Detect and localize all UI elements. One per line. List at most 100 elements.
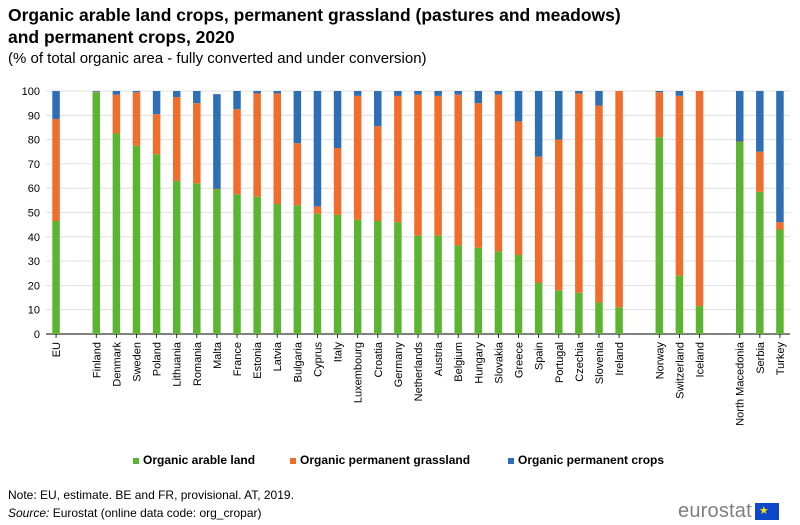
logo-text: eurostat [678, 500, 752, 522]
bar-segment [273, 93, 281, 204]
x-tick-label: Portugal [554, 342, 566, 383]
bar-segment [193, 183, 201, 334]
bar-segment [595, 105, 603, 303]
bar-segment [675, 95, 684, 276]
bar-segment [474, 247, 483, 334]
bar-segment [675, 91, 684, 96]
bar-segment [193, 91, 201, 104]
bar-segment [514, 91, 523, 122]
y-tick-label: 80 [28, 135, 40, 147]
x-tick-label: Germany [393, 342, 405, 388]
x-tick-label: Sweden [131, 342, 143, 382]
bar-segment [756, 191, 764, 334]
bar-segment [112, 94, 121, 134]
stacked-bar-chart: 0 10 20 30 40 50 60 70 80 90 100 EU Finland Denmark Sw… [22, 86, 790, 467]
bar-segment [132, 92, 141, 146]
bar-segment [172, 91, 181, 98]
bar-segment [414, 94, 422, 236]
bar-segment [534, 282, 543, 334]
eu-stars: ★ [758, 505, 769, 517]
x-tick-label: North Macedonia [735, 341, 747, 426]
legend-label: Organic permanent crops [518, 453, 664, 467]
bar-segment [253, 93, 261, 197]
bar-segment [52, 118, 60, 222]
bar-segment [434, 235, 442, 334]
bar-segment [293, 91, 302, 144]
legend-label: Organic permanent grassland [300, 453, 470, 467]
x-tick-label: Spain [534, 342, 546, 370]
y-tick-label: 20 [28, 280, 40, 292]
legend-label: Organic arable land [143, 453, 255, 467]
bar-segment [575, 93, 583, 293]
bar-segment [595, 302, 603, 334]
x-tick-label: Iceland [695, 342, 707, 377]
bar-segment [776, 222, 784, 230]
x-tick-label: Belgium [453, 342, 465, 382]
x-tick-label: Malta [212, 341, 224, 369]
bar-segment [253, 196, 261, 334]
bar-segment [534, 91, 543, 157]
x-tick-label: Cyprus [312, 342, 324, 377]
bar-segment [434, 91, 442, 96]
x-tick-label: Netherlands [413, 342, 425, 402]
x-tick-label: Czechia [574, 341, 586, 382]
bar-segment [555, 139, 563, 291]
bar-segment [514, 121, 523, 256]
x-tick-label: Denmark [111, 342, 123, 387]
x-tick-label: Slovakia [493, 341, 505, 383]
bar-segment [414, 235, 422, 334]
bar-segment [353, 91, 362, 96]
bar-segment [494, 94, 503, 252]
bar-segment [394, 222, 402, 334]
bar-segment [575, 292, 583, 334]
bar-segment [313, 91, 322, 207]
bar-segment [374, 221, 382, 334]
y-tick-label: 30 [28, 256, 40, 268]
bar-segment [575, 91, 583, 94]
bar-segment [454, 94, 462, 246]
x-tick-label: Greece [514, 342, 526, 378]
bar-segment [695, 91, 704, 307]
x-tick-label: Austria [433, 341, 445, 376]
x-tick-label: Poland [152, 342, 164, 376]
bar-segment [152, 154, 161, 334]
source-text: Eurostat (online data code: org_cropar) [49, 506, 262, 520]
eu-flag-icon: ★ [754, 503, 779, 520]
bar-segment [273, 91, 281, 94]
x-tick-label: Croatia [373, 341, 385, 377]
x-tick-label: Luxembourg [353, 342, 365, 403]
bar-segment [52, 221, 60, 334]
bar-segment [313, 206, 322, 214]
x-tick-label: Norway [654, 342, 666, 380]
bar-segment [735, 142, 744, 334]
bar-segment [474, 103, 483, 248]
y-tick-label: 0 [34, 329, 40, 341]
bar-segment [172, 97, 181, 181]
chart-title: Organic arable land crops, permanent gra… [8, 5, 621, 47]
y-tick-label: 50 [28, 208, 40, 220]
bar-segment [132, 91, 141, 93]
bar-segment [756, 91, 764, 152]
bar-segment [374, 91, 382, 127]
bar-segment [776, 229, 784, 334]
bar-segment [152, 91, 161, 115]
x-tick-label: Italy [333, 342, 345, 363]
bar-segment [333, 214, 342, 334]
bar-segment [776, 91, 784, 223]
bar-segment [756, 151, 764, 192]
x-tick-label: France [232, 342, 244, 376]
bar-segment [273, 203, 281, 334]
bar-segment [555, 91, 563, 140]
bar-segment [293, 143, 302, 206]
legend-swatch [133, 458, 139, 464]
bar-segment [253, 91, 261, 94]
chart-note: Note: EU, estimate. BE and FR, provision… [8, 488, 294, 502]
bar-segment [655, 137, 664, 334]
bar-segment [615, 307, 623, 334]
bar-segment [615, 91, 623, 308]
bar-segment [293, 205, 302, 334]
x-tick-label: Lithuania [172, 341, 184, 387]
y-tick-label: 100 [22, 86, 40, 98]
bar-segment [233, 91, 241, 110]
bar-segment [172, 180, 181, 334]
